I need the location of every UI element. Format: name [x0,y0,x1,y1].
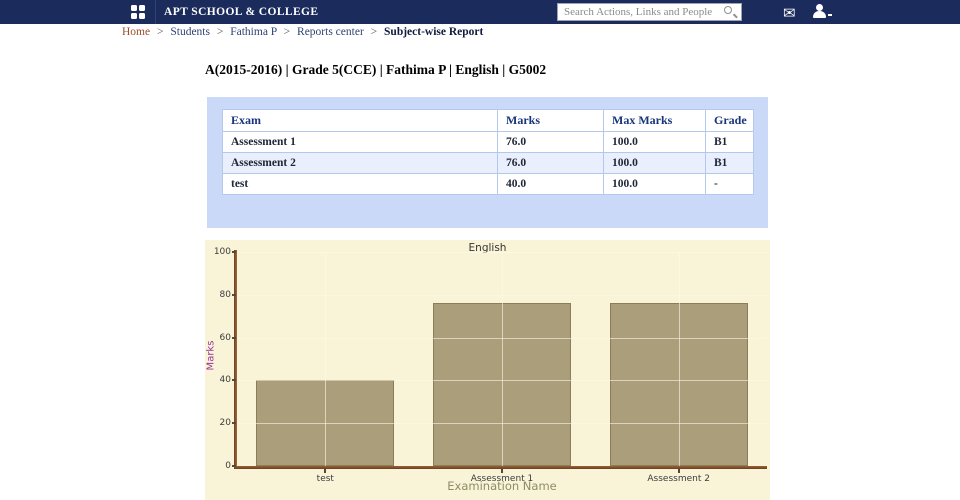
chart-y-tick-mark [232,465,236,467]
marks-table-panel: Exam Marks Max Marks Grade Assessment 1 … [207,97,768,228]
table-row: test 40.0 100.0 - [222,173,754,195]
breadcrumb: Home > Students > Fathima P > Reports ce… [0,24,960,42]
header-max-marks: Max Marks [603,109,706,132]
breadcrumb-home[interactable]: Home [122,26,151,38]
chart-x-tick-mark [677,469,680,473]
chart-gridline-v [325,252,327,466]
chart-x-tick-mark [324,469,327,473]
chart-y-tick-label: 40 [219,375,231,386]
cell-exam: Assessment 1 [222,131,498,153]
table-row: Assessment 1 76.0 100.0 B1 [222,131,754,153]
page-title: A(2015-2016) | Grade 5(CCE) | Fathima P … [205,62,547,77]
chart-y-tick-mark [232,379,236,382]
cell-max-marks: 100.0 [603,152,706,174]
brand-title: APT SCHOOL & COLLEGE [164,6,319,18]
chart-y-tick-label: 20 [219,418,231,429]
chart-x-axis-label: Examination Name [447,479,557,493]
user-menu-icon[interactable] [812,4,832,20]
breadcrumb-students[interactable]: Students [170,26,210,38]
chart-x-tick-mark [501,469,503,473]
breadcrumb-current: Subject-wise Report [384,26,484,38]
header-grade: Grade [705,109,754,132]
cell-grade: - [705,173,754,195]
chart-y-tick-mark [232,293,236,296]
header-marks: Marks [497,109,604,132]
cell-marks: 76.0 [497,152,604,174]
chart-x-tick-label: test [316,474,334,484]
chart-x-axis [234,466,767,469]
cell-exam: test [222,173,498,195]
chart-gridline-v [678,252,680,466]
top-navbar: APT SCHOOL & COLLEGE ✉ [0,0,960,24]
breadcrumb-student-name[interactable]: Fathima P [230,26,277,38]
marks-table: Exam Marks Max Marks Grade Assessment 1 … [222,109,754,195]
table-header-row: Exam Marks Max Marks Grade [222,109,754,132]
breadcrumb-separator: > [156,26,164,38]
bar-chart: English Marks Examination Name 0 20 40 60 80… [205,240,770,500]
chart-y-tick-mark [232,251,236,253]
chart-y-tick-label: 0 [225,461,231,471]
cell-max-marks: 100.0 [603,173,706,195]
cell-grade: B1 [705,152,754,174]
breadcrumb-separator: > [216,26,224,38]
chart-y-tick-mark [232,336,236,339]
chart-x-tick-label: Assessment 2 [647,474,710,484]
cell-marks: 76.0 [497,131,604,153]
chart-y-tick-label: 100 [213,247,231,257]
cell-marks: 40.0 [497,173,604,195]
search-input[interactable] [558,4,721,20]
breadcrumb-reports-center[interactable]: Reports center [297,26,364,38]
cell-grade: B1 [705,131,754,153]
global-search [557,3,742,21]
table-row: Assessment 2 76.0 100.0 B1 [222,152,754,174]
chart-x-tick-label: Assessment 1 [470,474,534,484]
breadcrumb-separator: > [283,26,291,38]
chart-y-tick-label: 80 [219,289,231,300]
breadcrumb-separator: > [370,26,378,38]
chart-y-tick-mark [232,422,236,425]
chart-gridline-v [502,252,503,466]
chart-y-tick-label: 60 [219,332,231,343]
apps-grid-icon[interactable] [131,5,146,19]
cell-exam: Assessment 2 [222,152,498,174]
cell-max-marks: 100.0 [603,131,706,153]
chart-title: English [468,242,507,254]
search-icon[interactable] [721,4,741,20]
navbar-divider [155,0,156,24]
mail-icon[interactable]: ✉ [783,4,796,22]
header-exam: Exam [222,109,498,132]
chart-y-axis [234,250,237,469]
